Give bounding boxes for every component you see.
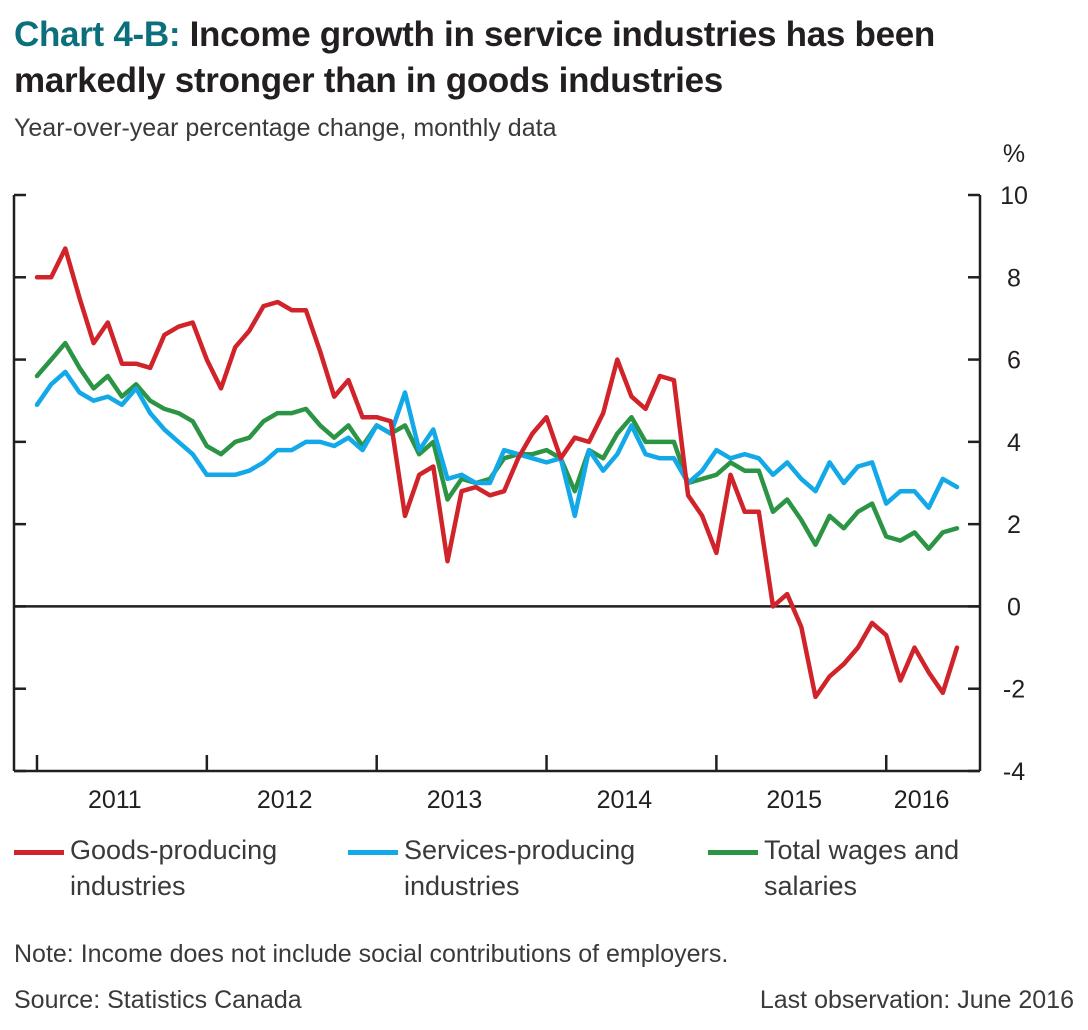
tick-labels: 10 8 6 4 2 0 -2 -4 2011 2012 2013 2014 2015 2016 <box>88 182 1028 814</box>
chart-source: Source: Statistics Canada <box>14 986 302 1014</box>
chart-subtitle: Year-over-year percentage change, monthl… <box>14 114 557 142</box>
y-tick-label: 8 <box>1007 264 1021 292</box>
y-tick-label: 4 <box>1007 429 1021 457</box>
x-tick-label: 2012 <box>257 786 313 814</box>
series-line-goods <box>34 246 960 700</box>
y-tick-label: 0 <box>1007 593 1021 621</box>
series-line-services <box>34 369 960 519</box>
x-tick-label: 2013 <box>427 786 483 814</box>
x-tick-label: 2014 <box>597 786 653 814</box>
legend-swatch-services <box>348 850 398 855</box>
chart-number: Chart 4-B: <box>14 15 181 54</box>
y-axis-unit-label: % <box>1003 140 1025 168</box>
series-lines <box>34 246 960 700</box>
series-line-total <box>34 340 960 552</box>
y-tick-label: 10 <box>1000 182 1028 210</box>
legend-label-services: Services-producing industries <box>404 835 636 901</box>
y-tick-label: -4 <box>1003 758 1025 786</box>
legend-label-goods: Goods-producing industries <box>70 835 278 901</box>
legend-label-total: Total wages and salaries <box>764 835 960 901</box>
last-observation: Last observation: June 2016 <box>759 986 1074 1014</box>
chart-axes <box>12 193 982 773</box>
y-tick-label: 2 <box>1007 511 1021 539</box>
chart-note: Note: Income does not include social con… <box>14 940 729 968</box>
legend-swatch-total <box>708 850 758 855</box>
x-tick-label: 2016 <box>894 786 950 814</box>
chart-title: Chart 4-B: Income growth in service indu… <box>14 12 1074 104</box>
y-tick-label: -2 <box>1003 676 1025 704</box>
legend-swatch-goods <box>14 850 64 855</box>
x-tick-label: 2015 <box>766 786 822 814</box>
line-chart: % 10 8 6 4 2 0 -2 -4 2011 2012 2013 2014 2015 2016 <box>12 140 1028 814</box>
x-tick-label: 2011 <box>88 786 142 814</box>
y-tick-label: 6 <box>1007 347 1021 375</box>
chart-title-text: Income growth in service industries has … <box>14 15 935 100</box>
